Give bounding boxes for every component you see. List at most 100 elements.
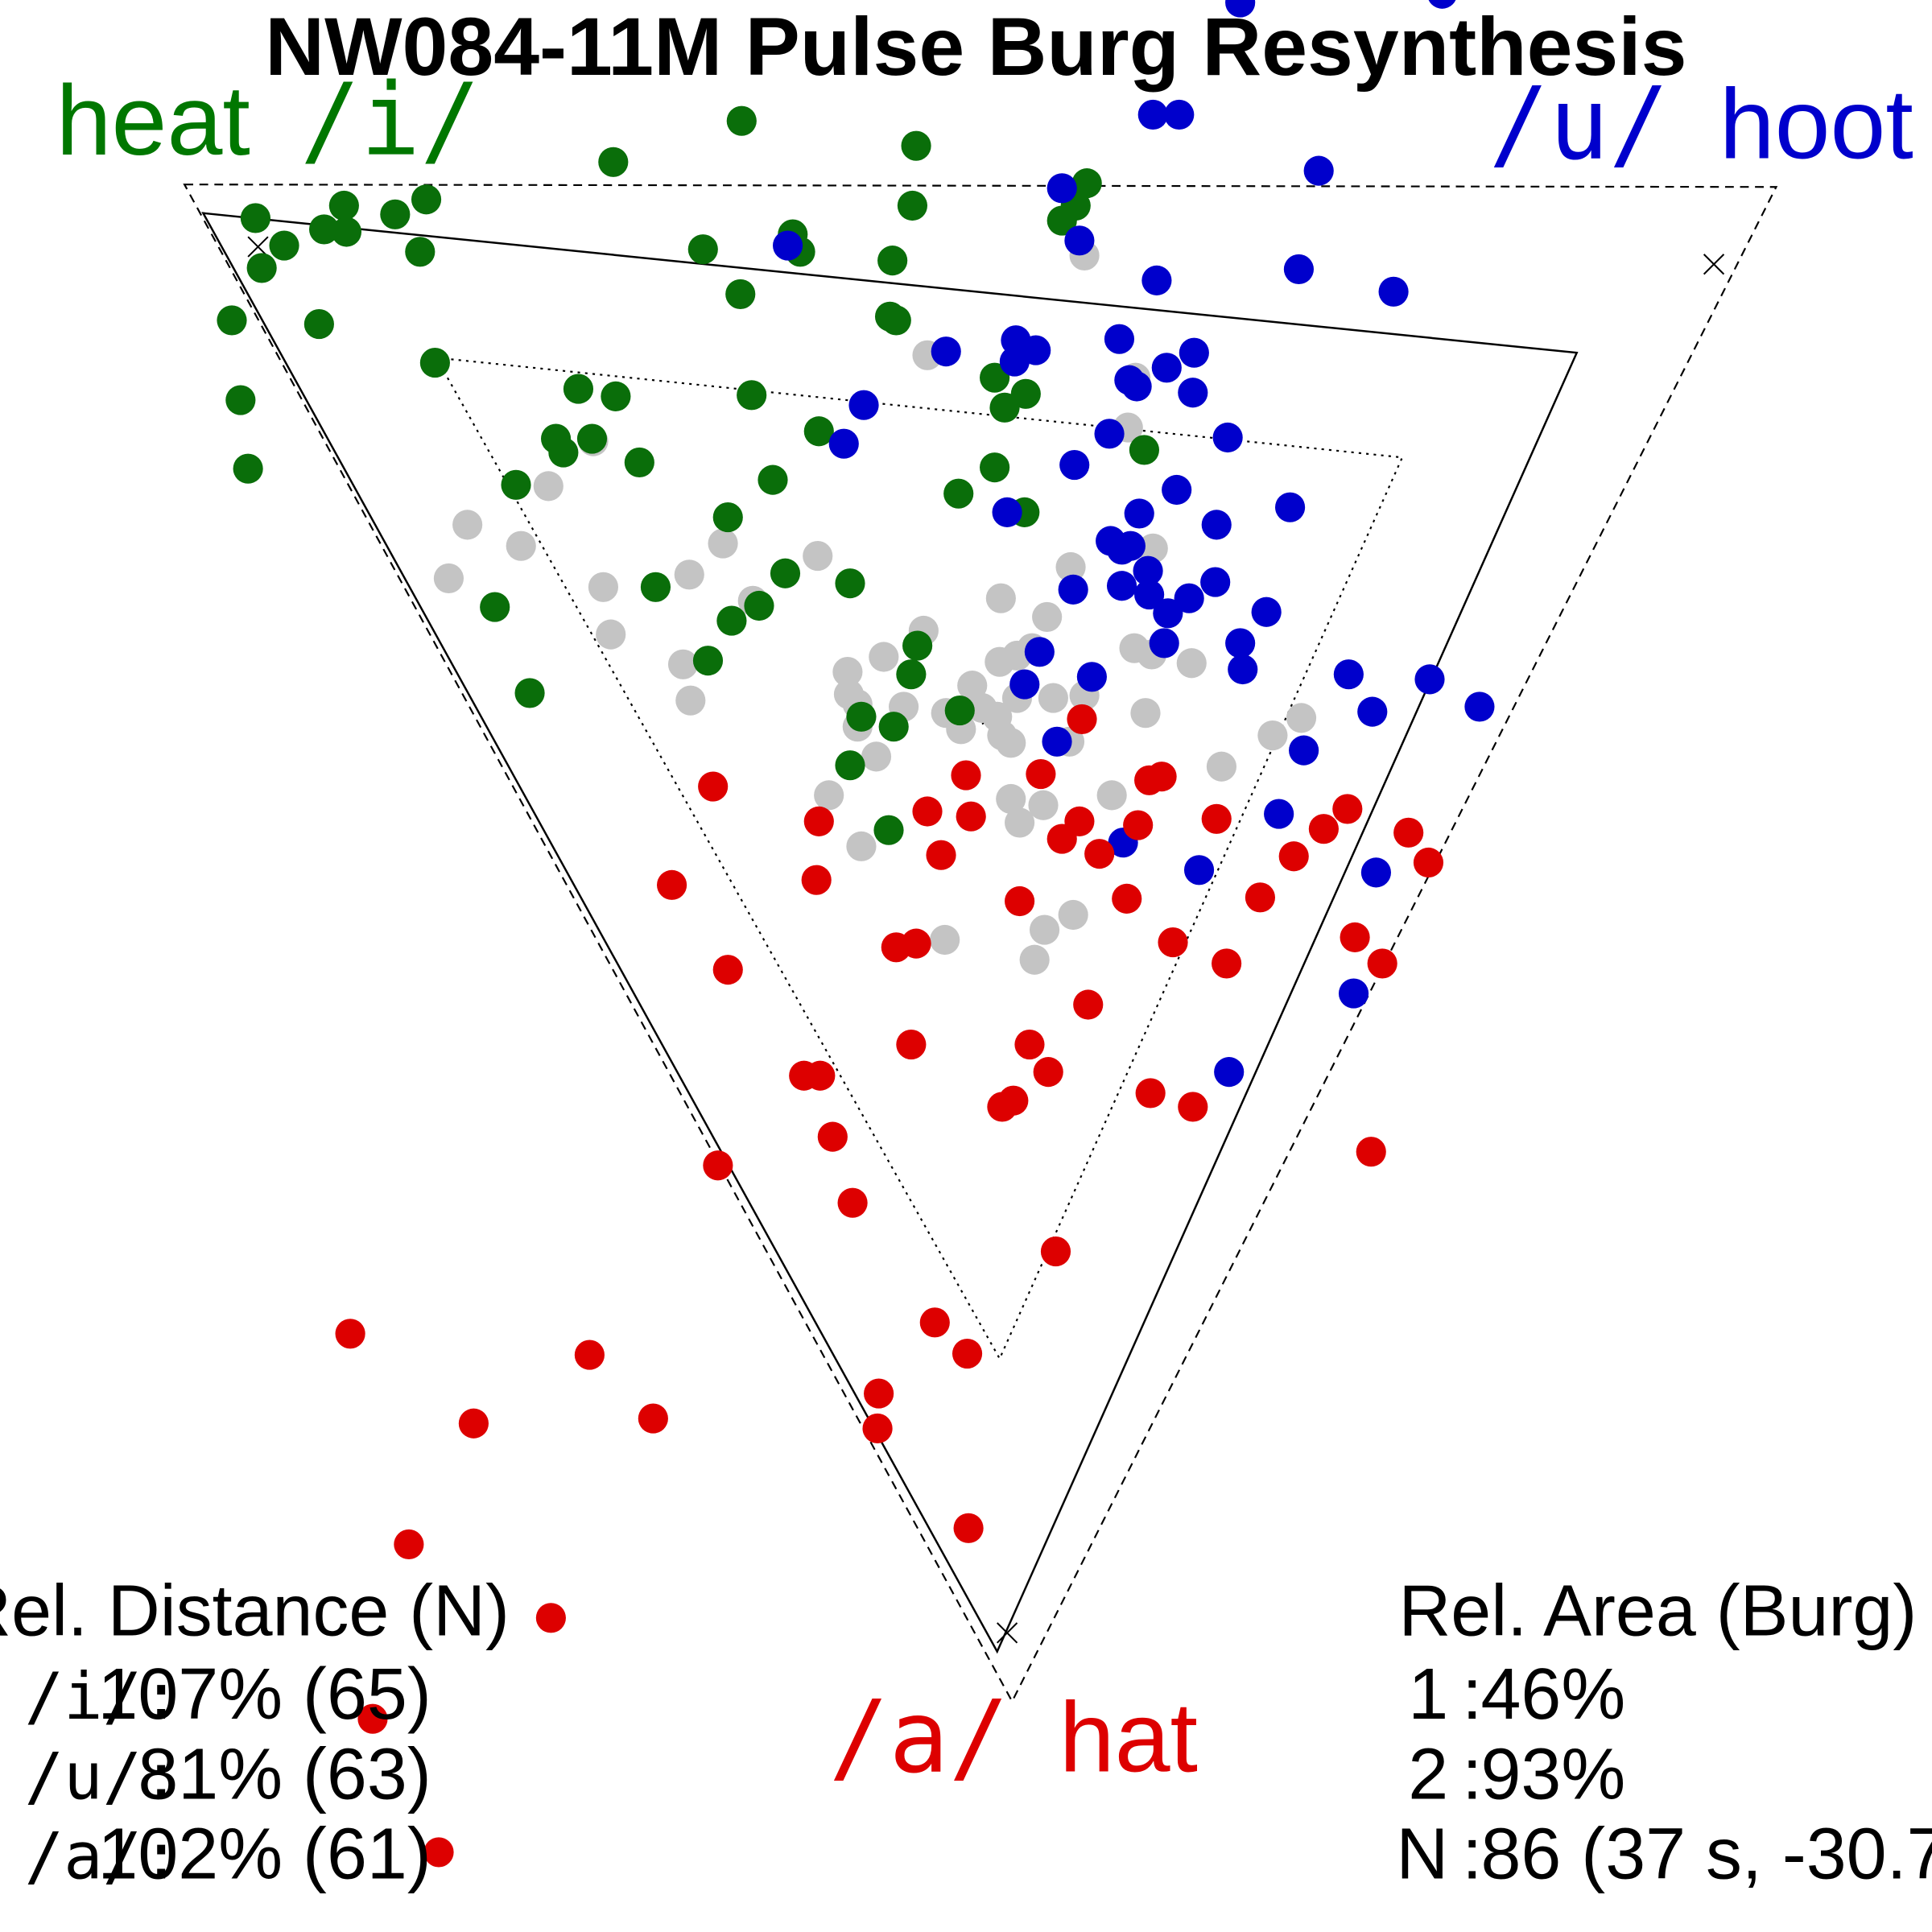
point-neutral-55 xyxy=(1005,807,1035,838)
point-neutral-53 xyxy=(1028,790,1059,820)
point-neutral-30 xyxy=(675,685,706,716)
point-i-47 xyxy=(770,558,801,588)
point-a-24 xyxy=(1112,883,1142,914)
point-a-3 xyxy=(951,760,981,791)
point-a-20 xyxy=(1413,847,1444,878)
point-a-18 xyxy=(926,840,956,870)
corner-label-i-word: heat xyxy=(56,65,250,176)
point-neutral-48 xyxy=(1257,720,1288,751)
point-a-25 xyxy=(1245,882,1275,913)
point-i-15 xyxy=(269,230,299,261)
point-i-28 xyxy=(1010,378,1041,409)
point-neutral-56 xyxy=(846,831,877,861)
point-i-57 xyxy=(944,696,975,726)
point-a-29 xyxy=(1340,922,1370,952)
point-a-15 xyxy=(1393,817,1424,848)
point-u-24 xyxy=(1212,422,1243,453)
point-i-8 xyxy=(240,203,270,233)
point-i-52 xyxy=(480,592,510,622)
point-i-18 xyxy=(405,237,436,267)
point-u-57 xyxy=(1183,855,1215,886)
rel-area-key-1: 1 xyxy=(1408,1654,1448,1735)
point-u-28 xyxy=(1275,492,1306,522)
point-u-40 xyxy=(1174,583,1204,613)
point-u-60 xyxy=(1214,1057,1245,1088)
point-neutral-11 xyxy=(803,541,833,572)
point-i-55 xyxy=(896,659,927,690)
point-a-12 xyxy=(1123,810,1154,840)
point-a-44 xyxy=(817,1121,848,1152)
point-i-48 xyxy=(640,572,671,602)
point-i-46 xyxy=(712,502,743,533)
point-i-60 xyxy=(835,750,865,781)
point-neutral-41 xyxy=(1286,703,1317,733)
point-u-47 xyxy=(1076,662,1107,692)
point-neutral-28 xyxy=(1001,640,1033,671)
rel-area-key-2: 2 xyxy=(1408,1734,1448,1814)
point-a-23 xyxy=(1005,886,1035,917)
point-neutral-6 xyxy=(533,471,564,502)
point-u-3 xyxy=(1137,99,1168,130)
point-i-30 xyxy=(563,374,594,404)
point-u-51 xyxy=(1464,691,1495,722)
point-neutral-35 xyxy=(957,671,988,701)
solid-triangle xyxy=(201,212,1579,1654)
point-i-39 xyxy=(624,447,654,478)
corner-label-a-word: hat xyxy=(1059,1682,1198,1793)
point-i-9 xyxy=(897,190,927,221)
point-a-58 xyxy=(535,1603,566,1633)
rel-area-heading: Rel. Area (Burg) xyxy=(1398,1571,1917,1651)
point-u-55 xyxy=(1264,799,1294,829)
point-a-43 xyxy=(1356,1137,1386,1167)
point-a-48 xyxy=(919,1307,950,1338)
rel-distance-value-u: 81% (63) xyxy=(138,1734,431,1814)
point-a-46 xyxy=(837,1187,868,1218)
point-a-6 xyxy=(1146,762,1177,792)
point-a-30 xyxy=(1212,948,1242,979)
scatter-points xyxy=(217,0,1495,1868)
corner-label-a: /a/ hat xyxy=(829,1679,1198,1795)
point-u-39 xyxy=(1134,580,1165,610)
point-u-59 xyxy=(1338,978,1369,1009)
point-u-36 xyxy=(1058,574,1088,605)
point-u-22 xyxy=(848,390,879,420)
point-u-20 xyxy=(1121,371,1152,402)
point-u-14 xyxy=(1104,324,1135,354)
rel-area-key-n: N xyxy=(1396,1814,1448,1894)
point-i-54 xyxy=(692,646,724,676)
point-a-34 xyxy=(896,1029,927,1060)
point-neutral-15 xyxy=(1055,551,1086,583)
point-a-1 xyxy=(1067,704,1097,734)
corner-label-i: heat /i/ xyxy=(56,63,481,179)
point-i-49 xyxy=(835,568,865,599)
rel-distance-phoneme-a: /a/: xyxy=(25,1818,181,1893)
rel-distance-value-i: 107% (65) xyxy=(97,1654,431,1735)
point-i-31 xyxy=(601,381,631,411)
point-u-29 xyxy=(992,497,1022,527)
rel-distance-heading: Rel. Distance (N) xyxy=(0,1571,510,1651)
point-i-36 xyxy=(576,423,608,454)
point-neutral-23 xyxy=(1176,648,1207,679)
point-a-4 xyxy=(1026,758,1056,790)
point-neutral-59 xyxy=(1058,899,1088,931)
rel-distance-phoneme-i: /i/: xyxy=(25,1658,181,1734)
inner-dotted-triangle xyxy=(434,357,1404,1361)
point-i-6 xyxy=(328,190,359,221)
point-neutral-12 xyxy=(433,563,464,594)
point-u-54 xyxy=(1289,735,1319,766)
point-neutral-50 xyxy=(1206,751,1236,782)
point-a-21 xyxy=(657,869,687,900)
point-i-16 xyxy=(687,234,718,265)
point-i-40 xyxy=(980,452,1010,483)
point-u-31 xyxy=(1201,510,1232,540)
point-neutral-54 xyxy=(1096,780,1127,811)
point-a-39 xyxy=(1135,1078,1166,1108)
outer-dashed-triangle xyxy=(183,184,1778,1703)
point-u-26 xyxy=(1059,449,1090,481)
point-u-21 xyxy=(1178,378,1208,408)
point-neutral-13 xyxy=(674,559,704,590)
cross-marker-4 xyxy=(996,1622,1018,1644)
point-a-52 xyxy=(864,1378,894,1409)
point-u-30 xyxy=(1124,498,1154,529)
point-i-33 xyxy=(225,385,256,415)
